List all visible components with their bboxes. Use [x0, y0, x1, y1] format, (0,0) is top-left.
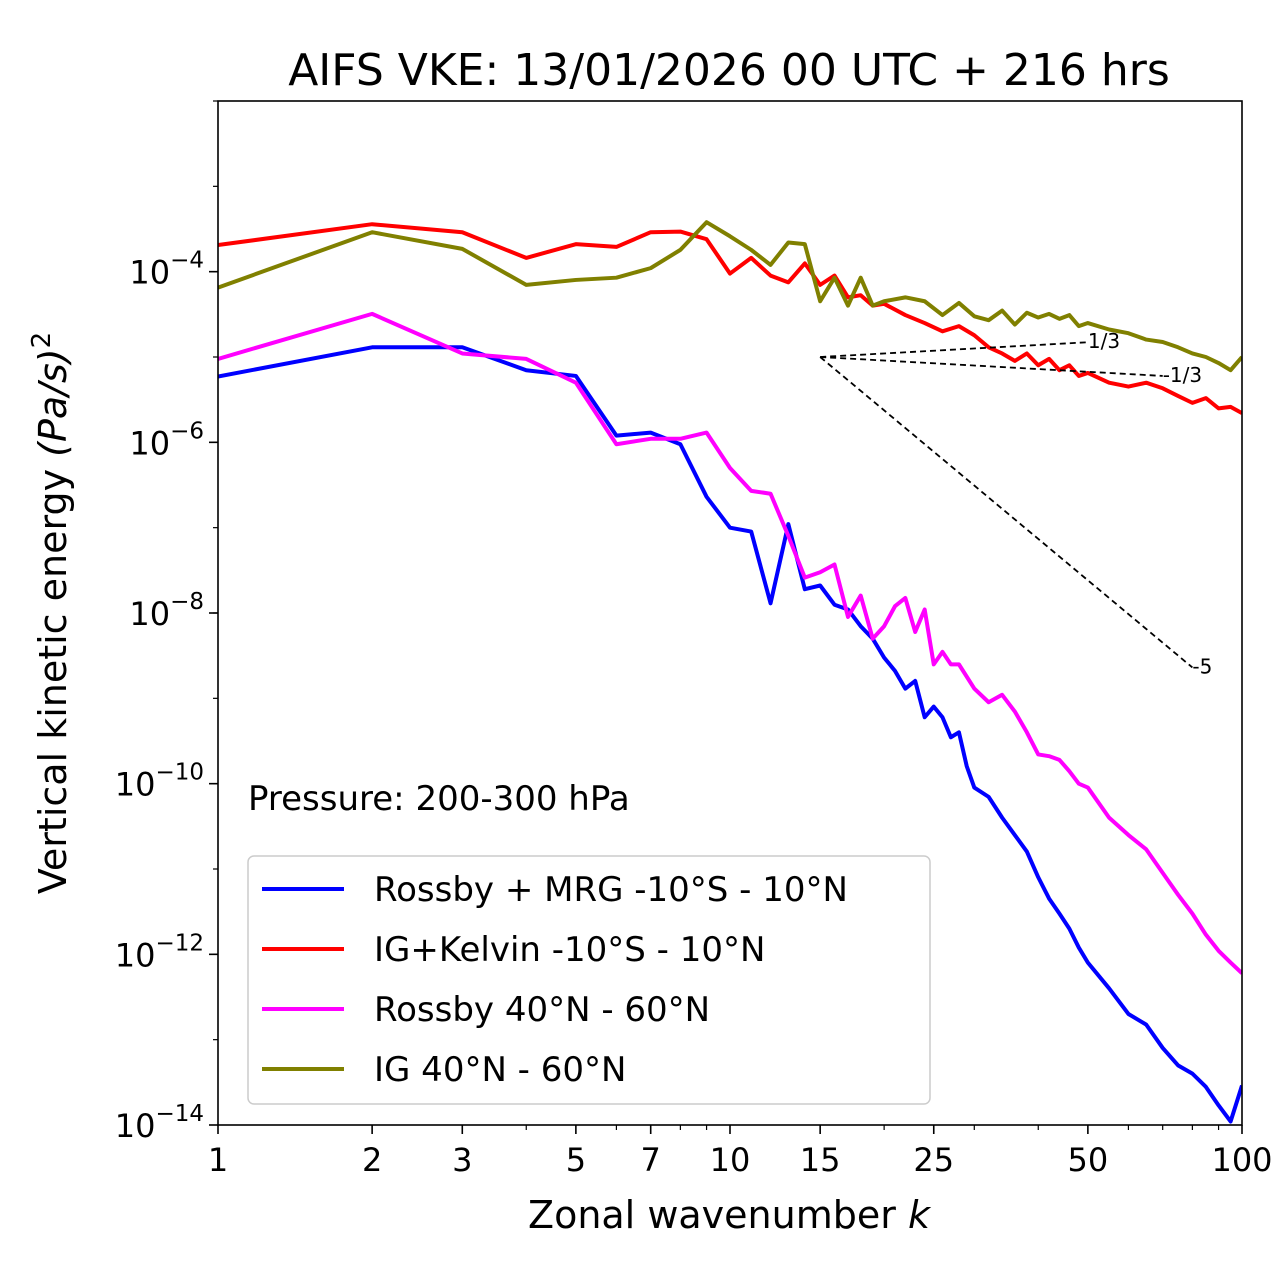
x-tick-label: 5 [566, 1141, 586, 1179]
x-tick-label: 3 [452, 1141, 472, 1179]
x-tick-label: 1 [208, 1141, 228, 1179]
reference-line-1 [820, 341, 1088, 358]
y-tick-label: 10−8 [129, 589, 204, 633]
x-tick-label: 25 [913, 1141, 954, 1179]
legend-box [247, 855, 931, 1105]
x-axis-label: Zonal wavenumber k [528, 1193, 932, 1237]
legend-label-1: Rossby + MRG -10°S - 10°N [374, 870, 848, 910]
y-tick-label: 10−10 [115, 760, 204, 804]
legend: Rossby + MRG -10°S - 10°N IG+Kelvin -10°S… [247, 855, 931, 1105]
reference-label-1: 1/3 [1088, 329, 1120, 353]
x-axis-label-variable: k [908, 1193, 932, 1237]
reference-label-2: -1/3 [1163, 363, 1202, 387]
x-tick-label: 50 [1068, 1141, 1109, 1179]
y-axis-label: Vertical kinetic energy (Pa/s)2 [27, 332, 75, 894]
y-axis-ticks: 10−14 10−12 10−10 10−8 10−6 10−4 [115, 100, 218, 1145]
y-tick-label: 10−4 [129, 248, 204, 292]
x-tick-label: 7 [641, 1141, 661, 1179]
legend-label-2: IG+Kelvin -10°S - 10°N [374, 930, 765, 970]
y-tick-label: 10−12 [115, 930, 204, 974]
x-tick-label: 100 [1211, 1141, 1272, 1179]
legend-label-4: IG 40°N - 60°N [374, 1050, 626, 1090]
x-tick-label: 15 [800, 1141, 841, 1179]
series-line-4 [218, 220, 1242, 373]
reference-label-3: -5 [1192, 654, 1212, 678]
x-axis-ticks: 1 2 3 5 7 10 15 25 50 100 [208, 1125, 1273, 1179]
reference-line-2 [820, 356, 1163, 377]
y-axis-label-unit: (Pa/s) [31, 348, 75, 456]
y-axis-label-text: Vertical kinetic energy [31, 457, 75, 894]
series-line-1 [218, 345, 1242, 1124]
x-axis-label-text: Zonal wavenumber [528, 1193, 896, 1237]
reference-line-3 [819, 356, 1193, 669]
reference-slope-lines: 1/3 -1/3 -5 [819, 329, 1212, 678]
series-layer [218, 220, 1242, 1124]
x-tick-label: 10 [710, 1141, 751, 1179]
x-tick-label: 2 [362, 1141, 382, 1179]
series-line-2 [218, 222, 1242, 415]
pressure-annotation: Pressure: 200-300 hPa [248, 779, 630, 819]
y-axis-label-power: 2 [27, 332, 57, 349]
legend-items: Rossby + MRG -10°S - 10°N IG+Kelvin -10°S… [262, 870, 848, 1090]
y-tick-label: 10−6 [129, 418, 204, 462]
legend-label-3: Rossby 40°N - 60°N [374, 990, 710, 1030]
y-tick-label: 10−14 [115, 1101, 204, 1145]
chart-title: AIFS VKE: 13/01/2026 00 UTC + 216 hrs [288, 45, 1170, 96]
series-line-3 [218, 311, 1242, 975]
